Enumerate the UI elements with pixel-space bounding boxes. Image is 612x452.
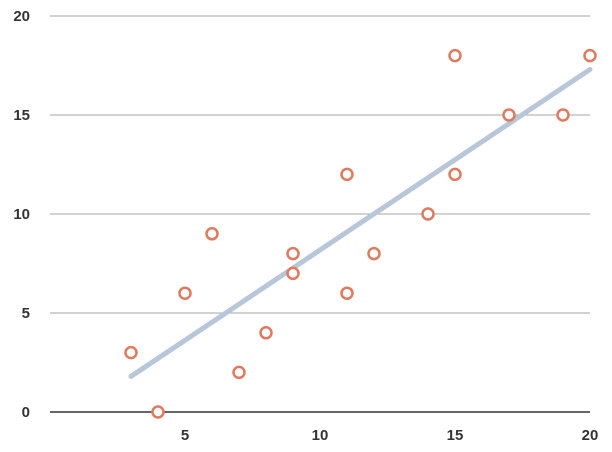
trendline-group bbox=[128, 66, 593, 379]
gridlines bbox=[50, 15, 590, 413]
data-point-11 bbox=[421, 207, 435, 221]
data-point-5 bbox=[259, 326, 273, 340]
data-points bbox=[124, 48, 597, 419]
y-tick-label-0: 0 bbox=[22, 404, 30, 421]
data-point-13 bbox=[448, 48, 462, 63]
data-point-4 bbox=[232, 365, 246, 380]
data-point-15 bbox=[556, 108, 570, 122]
data-point-8 bbox=[340, 286, 354, 300]
data-point-1 bbox=[151, 405, 165, 419]
data-point-14 bbox=[502, 108, 516, 122]
data-point-7 bbox=[286, 246, 300, 261]
trendline bbox=[128, 66, 593, 379]
y-tick-label-20: 20 bbox=[13, 8, 30, 25]
data-point-12 bbox=[448, 167, 462, 182]
data-point-6 bbox=[286, 266, 300, 281]
x-tick-label-5: 5 bbox=[181, 427, 189, 444]
data-point-9 bbox=[340, 167, 354, 182]
y-tick-label-15: 15 bbox=[13, 107, 30, 124]
x-tick-label-10: 10 bbox=[312, 427, 329, 444]
x-axis-ticks: 5 10 15 20 bbox=[181, 427, 599, 444]
x-tick-label-20: 20 bbox=[582, 427, 599, 444]
data-point-3 bbox=[205, 227, 219, 241]
y-tick-label-10: 10 bbox=[13, 206, 30, 223]
x-tick-label-15: 15 bbox=[447, 427, 464, 444]
data-point-2 bbox=[178, 286, 192, 300]
data-point-0 bbox=[124, 345, 138, 360]
data-point-10 bbox=[367, 246, 381, 261]
data-point-16 bbox=[583, 48, 597, 63]
y-tick-label-5: 5 bbox=[22, 305, 30, 322]
y-axis-ticks: 0 5 10 15 20 bbox=[13, 8, 30, 421]
